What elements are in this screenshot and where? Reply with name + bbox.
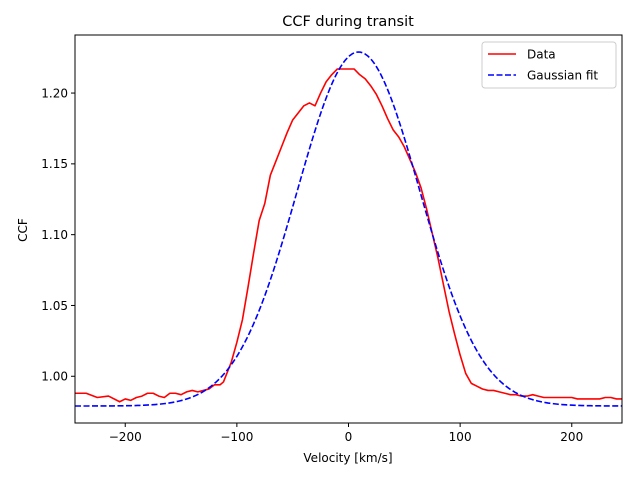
gaussian-fit-line: [75, 51, 622, 407]
chart-title: CCF during transit: [282, 14, 414, 30]
y-tick-label: 1.20: [41, 86, 68, 100]
plot-frame: [74, 34, 623, 424]
axes: −200 −100 0 100 200 1.00 1.05 1.10 1.15 1.20: [41, 34, 623, 444]
plot-area: [75, 51, 622, 407]
data-series-line: [75, 68, 622, 403]
legend: Data Gaussian fit: [481, 41, 617, 89]
y-tick-label: 1.15: [41, 157, 68, 171]
x-tick-label: 0: [345, 430, 353, 444]
legend-fit-label: Gaussian fit: [527, 69, 598, 83]
y-tick-label: 1.00: [41, 370, 68, 384]
x-axis-label: Velocity [km/s]: [303, 451, 392, 465]
x-tick-label: −200: [109, 430, 142, 444]
x-tick-label: 100: [449, 430, 472, 444]
x-tick-label: 200: [560, 430, 583, 444]
series-group: [75, 51, 622, 407]
y-tick-label: 1.05: [41, 299, 68, 313]
y-tick-label: 1.10: [41, 228, 68, 242]
x-tick-label: −100: [220, 430, 253, 444]
y-axis-label: CCF: [16, 218, 30, 242]
legend-data-label: Data: [527, 48, 556, 62]
